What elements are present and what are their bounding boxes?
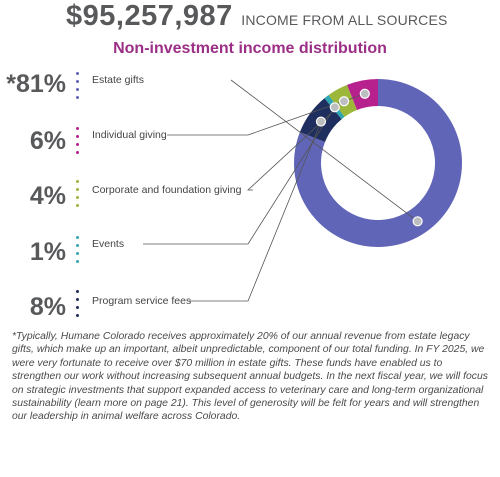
footnote: *Typically, Humane Colorado receives app…: [12, 331, 488, 423]
pct-program-service-fees: 8%: [29, 293, 66, 321]
pct-corporate-foundation: 4%: [29, 182, 66, 210]
pct-events: 1%: [29, 238, 66, 266]
dots-program-service-fees: [76, 290, 79, 317]
marker-individual-giving: [359, 88, 370, 99]
marker-estate-gifts: [412, 216, 423, 227]
dots-estate-gifts: [76, 72, 79, 99]
marker-events: [329, 102, 340, 113]
leader-line-individual-giving: [167, 93, 365, 136]
label-estate-gifts: Estate gifts: [92, 74, 144, 86]
dots-events: [76, 236, 79, 263]
marker-program-service-fees: [315, 116, 327, 127]
leader-line-corporate-foundation: [246, 100, 345, 191]
leader-line-events: [143, 107, 336, 245]
chart-subtitle: Non-investment income distribution: [113, 40, 387, 57]
leader-line-estate-gifts: [230, 79, 418, 222]
dots-corporate-foundation: [76, 180, 79, 207]
leader-line-program-service-fees: [189, 121, 322, 302]
label-corporate-foundation: Corporate and foundation giving: [92, 184, 242, 196]
dots-individual-giving: [76, 127, 79, 154]
label-individual-giving: Individual giving: [92, 129, 167, 141]
label-program-service-fees: Program service fees: [92, 295, 192, 307]
donut-chart: [143, 79, 462, 302]
total-income-label: INCOME FROM ALL SOURCES: [241, 12, 448, 28]
marker-corporate-foundation: [338, 96, 350, 107]
label-events: Events: [92, 238, 125, 250]
header: $95,257,987 INCOME FROM ALL SOURCES: [66, 0, 448, 33]
pct-individual-giving: 6%: [29, 127, 66, 155]
slice-estate-gifts: [293, 79, 462, 248]
total-income: $95,257,987: [66, 0, 233, 32]
pct-estate-gifts: *81%: [6, 70, 66, 98]
